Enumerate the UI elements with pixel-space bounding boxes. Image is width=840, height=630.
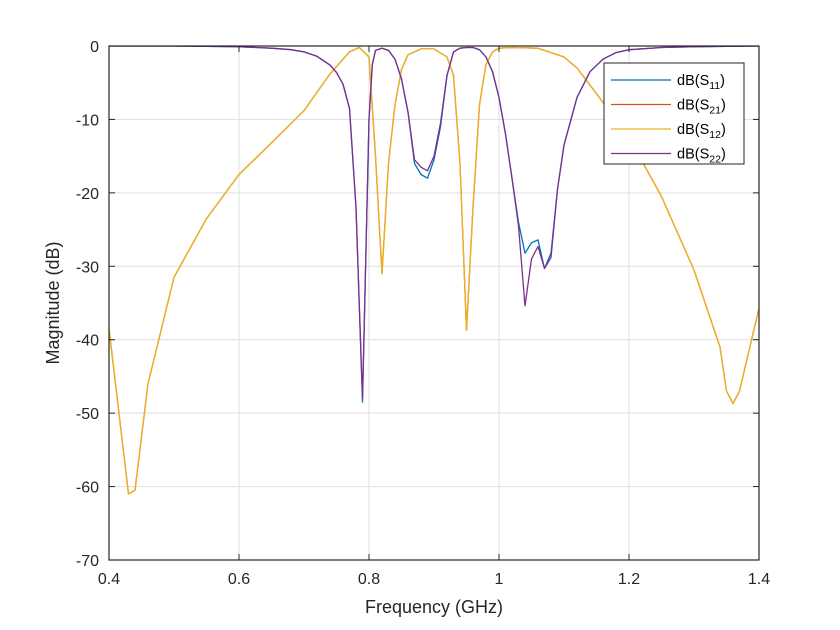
x-tick-labels: 0.4 0.6 0.8 1 1.2 1.4 bbox=[98, 571, 770, 588]
y-tick-label: -50 bbox=[76, 406, 99, 423]
y-tick-label: -20 bbox=[76, 186, 99, 203]
y-tick-labels: 0 -10 -20 -30 -40 -50 -60 -70 bbox=[76, 39, 99, 570]
x-tick-label: 1.2 bbox=[618, 571, 640, 588]
x-tick-label: 0.6 bbox=[228, 571, 250, 588]
y-tick-label: 0 bbox=[90, 39, 99, 56]
axis-ticks bbox=[108, 45, 760, 561]
legend-label: dB(S22) bbox=[677, 147, 726, 166]
legend-item[interactable]: dB(S21) bbox=[611, 98, 726, 117]
legend-item[interactable]: dB(S11) bbox=[611, 73, 725, 92]
y-tick-label: -40 bbox=[76, 333, 99, 350]
y-tick-label: -70 bbox=[76, 553, 99, 570]
x-axis-label: Frequency (GHz) bbox=[365, 597, 503, 617]
legend-label: dB(S11) bbox=[677, 73, 725, 92]
y-tick-label: -60 bbox=[76, 480, 99, 497]
legend-item[interactable]: dB(S12) bbox=[611, 122, 726, 141]
axes-box bbox=[108, 45, 760, 561]
legend-label: dB(S12) bbox=[677, 122, 726, 141]
x-tick-label: 0.8 bbox=[358, 571, 380, 588]
legend[interactable]: dB(S11) dB(S21) dB(S12) dB(S22) bbox=[603, 62, 745, 166]
legend-item[interactable]: dB(S22) bbox=[611, 147, 726, 166]
x-tick-label: 0.4 bbox=[98, 571, 120, 588]
y-tick-label: -10 bbox=[76, 112, 99, 129]
legend-label: dB(S21) bbox=[677, 98, 726, 117]
series-line-dbs22 bbox=[109, 46, 759, 400]
grid-lines bbox=[109, 46, 759, 560]
y-axis-label: Magnitude (dB) bbox=[43, 241, 63, 364]
x-tick-label: 1.4 bbox=[748, 571, 770, 588]
y-tick-label: -30 bbox=[76, 259, 99, 276]
x-tick-label: 1 bbox=[495, 571, 504, 588]
